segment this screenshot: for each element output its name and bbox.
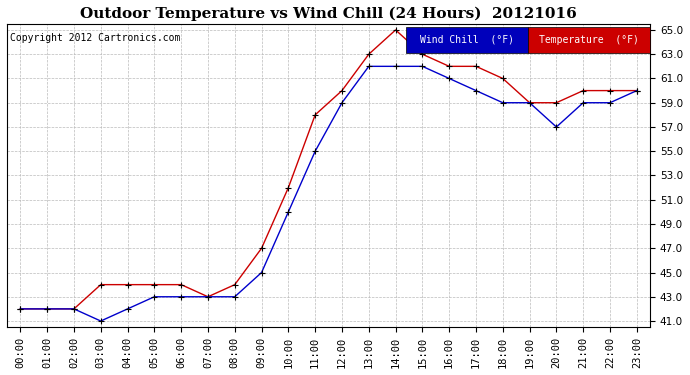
Text: Copyright 2012 Cartronics.com: Copyright 2012 Cartronics.com: [10, 33, 181, 43]
Title: Outdoor Temperature vs Wind Chill (24 Hours)  20121016: Outdoor Temperature vs Wind Chill (24 Ho…: [80, 7, 577, 21]
FancyBboxPatch shape: [406, 27, 528, 53]
Text: Wind Chill  (°F): Wind Chill (°F): [420, 34, 514, 45]
Text: Temperature  (°F): Temperature (°F): [539, 34, 639, 45]
FancyBboxPatch shape: [528, 27, 650, 53]
